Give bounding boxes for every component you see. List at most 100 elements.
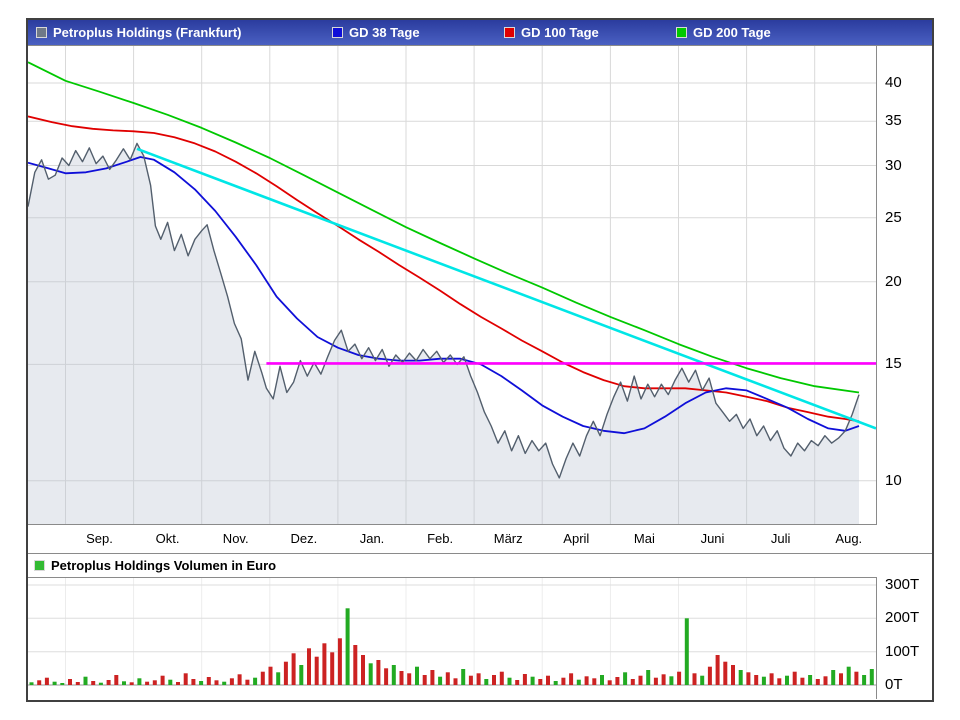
legend-label-gd200: GD 200 Tage — [693, 25, 771, 40]
volume-swatch-icon — [34, 560, 45, 571]
volume-bar — [823, 676, 828, 685]
volume-bar — [831, 670, 836, 685]
volume-bar — [44, 677, 49, 685]
volume-bar — [83, 676, 88, 685]
volume-bar — [415, 666, 419, 685]
x-tick-label: Juni — [700, 531, 725, 546]
volume-bar — [669, 676, 674, 685]
price-plot-row: 10 15 20 25 30 35 40 — [28, 46, 932, 525]
y-tick-label: 35 — [885, 112, 902, 130]
volume-bar — [553, 681, 558, 685]
x-tick-label: Juli — [770, 531, 791, 546]
volume-bar — [522, 674, 527, 685]
volume-bar — [738, 670, 743, 685]
volume-bar — [122, 681, 126, 685]
volume-bar — [792, 671, 797, 685]
volume-bar — [206, 677, 211, 685]
trendline — [136, 147, 876, 430]
volume-bar — [91, 681, 96, 685]
volume-bar — [761, 676, 766, 685]
volume-bar — [468, 675, 473, 685]
volume-bar — [191, 679, 196, 685]
x-tick-label: April — [563, 531, 590, 546]
volume-bar — [245, 679, 250, 685]
volume-bar — [815, 679, 820, 685]
x-tick-label: Sep. — [86, 531, 113, 546]
volume-bar — [183, 673, 188, 685]
volume-bar — [214, 680, 219, 685]
volume-bar — [569, 673, 574, 685]
volume-bar — [98, 682, 103, 685]
volume-bar — [492, 675, 496, 685]
volume-bar — [769, 673, 774, 685]
legend-label-price: Petroplus Holdings (Frankfurt) — [53, 25, 242, 40]
volume-bar — [199, 681, 204, 685]
price-series-swatch-icon — [36, 27, 47, 38]
volume-bar — [800, 677, 805, 685]
x-tick-label: März — [493, 531, 523, 546]
volume-bar — [839, 673, 843, 685]
x-tick-label: Mai — [633, 531, 655, 546]
x-tick-label: Jan. — [359, 531, 385, 546]
series-line-0 — [28, 142, 860, 479]
price-plot-area — [28, 46, 877, 525]
series-line-3 — [28, 61, 860, 394]
legend-item-gd100: GD 100 Tage — [504, 25, 676, 40]
volume-bar — [862, 675, 867, 685]
y-tick-label: 15 — [885, 355, 902, 373]
volume-bar — [399, 671, 404, 685]
volume-bar — [314, 656, 319, 685]
volume-bar — [253, 677, 258, 685]
volume-bar — [684, 618, 689, 685]
volume-bar — [291, 653, 296, 685]
volume-bar — [260, 671, 265, 685]
vol-tick-label: 300T — [885, 576, 920, 593]
vol-tick-label: 200T — [885, 609, 920, 627]
volume-bar — [337, 638, 342, 685]
volume-bar — [846, 666, 851, 685]
y-tick-label: 20 — [885, 272, 902, 290]
volume-bar — [808, 675, 813, 685]
y-tick-label: 40 — [885, 73, 902, 91]
price-y-axis: 10 15 20 25 30 35 40 — [877, 46, 932, 525]
gd200-swatch-icon — [676, 27, 687, 38]
chart-frame: Petroplus Holdings (Frankfurt) GD 38 Tag… — [26, 18, 934, 702]
volume-bar — [176, 682, 180, 685]
volume-bar — [68, 679, 72, 685]
volume-bar — [661, 674, 666, 685]
gd100-swatch-icon — [504, 27, 515, 38]
volume-bar — [52, 681, 57, 685]
volume-bar — [653, 677, 658, 685]
volume-bar — [746, 672, 751, 685]
volume-bar — [445, 672, 450, 685]
x-tick-label: Aug. — [835, 531, 863, 546]
volume-bar — [307, 648, 311, 685]
volume-bar — [592, 678, 597, 685]
volume-bar — [438, 676, 443, 685]
volume-bar — [677, 671, 682, 685]
volume-bar — [499, 671, 504, 685]
volume-bar — [114, 675, 119, 685]
volume-bar — [476, 673, 481, 685]
gd38-swatch-icon — [332, 27, 343, 38]
volume-bar — [530, 676, 535, 685]
price-legend-band: Petroplus Holdings (Frankfurt) GD 38 Tag… — [28, 20, 932, 46]
volume-bar — [152, 680, 157, 685]
volume-bar — [361, 655, 365, 685]
volume-bar — [630, 679, 635, 685]
volume-bar — [268, 666, 273, 685]
y-tick-label: 25 — [885, 208, 902, 226]
volume-bar — [546, 675, 550, 685]
volume-bar — [430, 670, 435, 685]
volume-bar — [707, 666, 712, 685]
volume-bar — [353, 645, 358, 685]
legend-item-gd38: GD 38 Tage — [332, 25, 504, 40]
volume-bar — [723, 661, 728, 685]
volume-bar — [638, 675, 643, 685]
y-tick-label: 30 — [885, 156, 902, 174]
volume-bar — [137, 678, 142, 685]
legend-label-volume: Petroplus Holdings Volumen in Euro — [51, 558, 277, 573]
volume-bar — [384, 668, 389, 685]
volume-bar — [60, 683, 65, 685]
volume-bar — [222, 681, 227, 685]
